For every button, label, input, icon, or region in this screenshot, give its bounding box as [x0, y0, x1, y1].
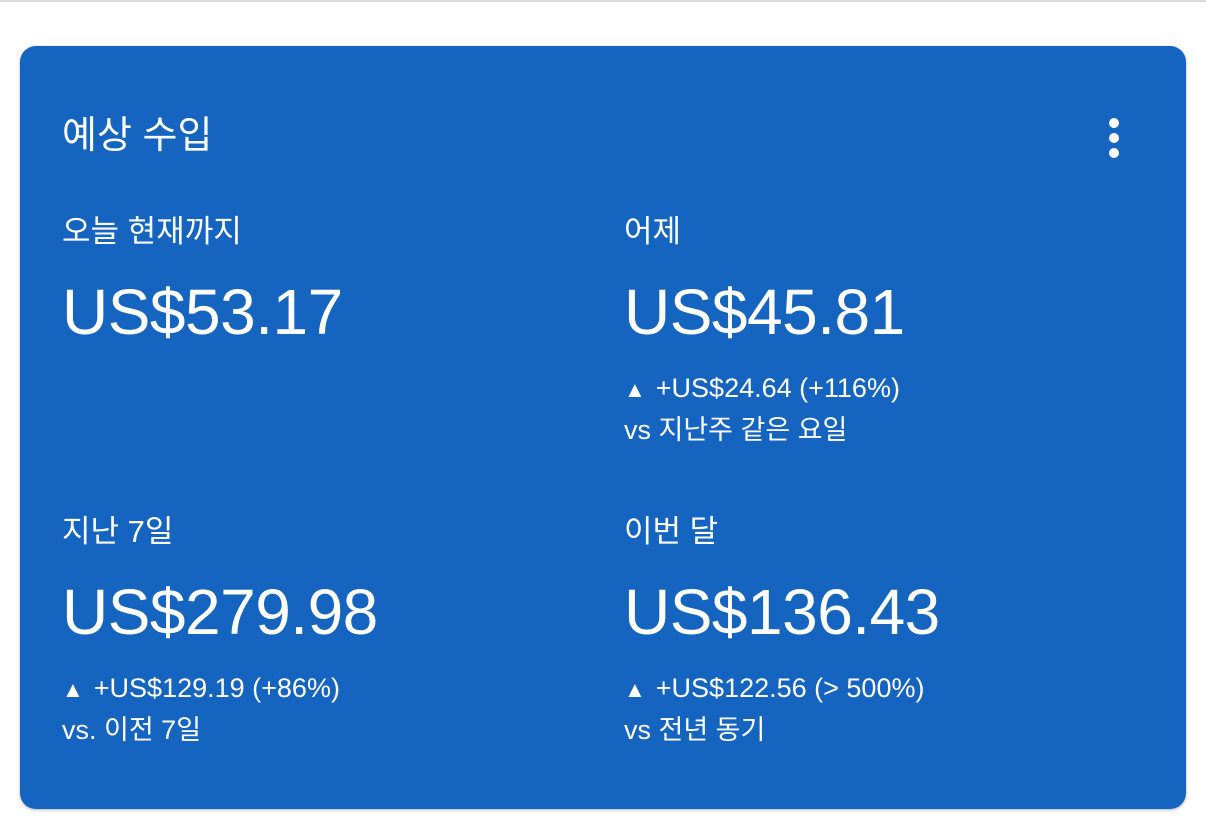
- metric-label: 오늘 현재까지: [62, 214, 242, 249]
- metric-label: 이번 달: [624, 514, 719, 549]
- metric-today: 오늘 현재까지 US$53.17: [62, 212, 582, 350]
- metric-comparison: vs. 이전 7일: [62, 715, 202, 745]
- metric-comparison: vs 지난주 같은 요일: [624, 415, 848, 445]
- metric-change: ▲ +US$24.64 (+116%): [624, 368, 1144, 410]
- change-text: +US$129.19 (+86%): [93, 673, 340, 703]
- metric-value: US$136.43: [624, 576, 940, 648]
- metric-last-7-days: 지난 7일 US$279.98 ▲ +US$129.19 (+86%) vs. 이…: [62, 512, 582, 750]
- triangle-up-icon: ▲: [62, 677, 84, 702]
- metric-yesterday: 어제 US$45.81 ▲ +US$24.64 (+116%) vs 지난주 같은…: [624, 212, 1144, 450]
- metric-label: 어제: [624, 214, 682, 249]
- metric-label: 지난 7일: [62, 514, 174, 549]
- change-text: +US$122.56 (> 500%): [655, 673, 925, 703]
- estimated-earnings-card: 예상 수입 오늘 현재까지 US$53.17 어제 US$45.81 ▲ +US$…: [20, 46, 1186, 809]
- metric-change: ▲ +US$122.56 (> 500%): [624, 668, 1144, 710]
- metric-value: US$279.98: [62, 576, 378, 648]
- card-title: 예상 수입: [62, 115, 213, 157]
- metric-change: ▲ +US$129.19 (+86%): [62, 668, 582, 710]
- triangle-up-icon: ▲: [624, 677, 646, 702]
- metric-this-month: 이번 달 US$136.43 ▲ +US$122.56 (> 500%) vs 전…: [624, 512, 1144, 750]
- triangle-up-icon: ▲: [624, 377, 646, 402]
- change-text: +US$24.64 (+116%): [655, 373, 900, 403]
- top-divider: [0, 0, 1206, 2]
- metric-value: US$45.81: [624, 276, 905, 348]
- metric-comparison: vs 전년 동기: [624, 715, 766, 745]
- metric-value: US$53.17: [62, 276, 343, 348]
- more-options-button[interactable]: [1102, 116, 1126, 160]
